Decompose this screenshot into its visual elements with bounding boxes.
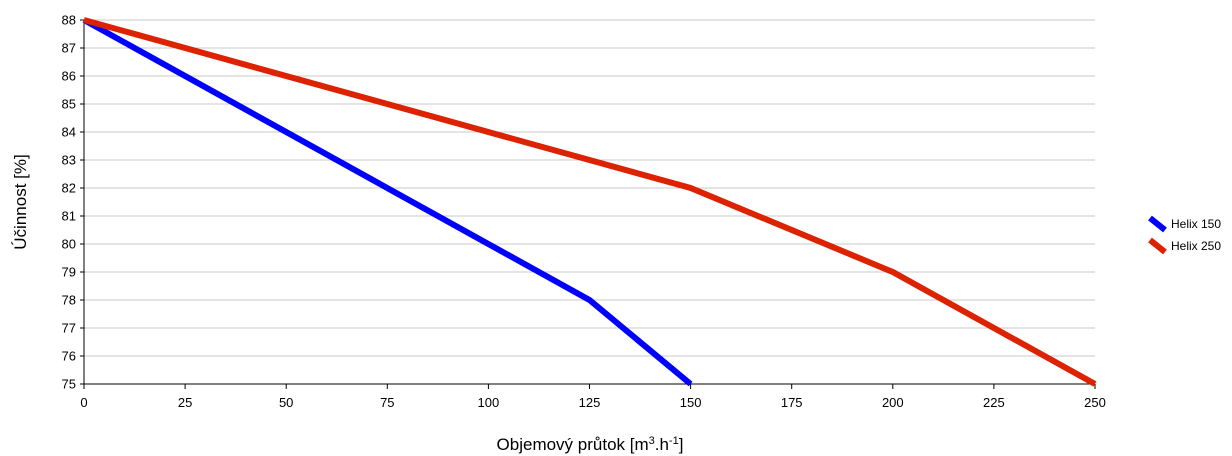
y-tick-label: 85 (62, 97, 76, 112)
legend-label-1: Helix 150 (1171, 217, 1221, 231)
y-tick-label: 78 (62, 293, 76, 308)
x-tick-label: 100 (478, 395, 500, 410)
y-axis-title: Účinnost [%] (11, 154, 30, 249)
y-tick-label: 87 (62, 41, 76, 56)
x-tick-label: 25 (178, 395, 192, 410)
legend-swatch-2 (1148, 237, 1167, 255)
x-tick-label: 175 (781, 395, 803, 410)
x-axis-title-main: Objemový průtok [m (497, 435, 649, 454)
x-tick-label: 75 (380, 395, 394, 410)
y-tick-label: 86 (62, 69, 76, 84)
y-tick-label: 82 (62, 181, 76, 196)
x-tick-label: 0 (80, 395, 87, 410)
x-axis-title-mid: .h (655, 435, 669, 454)
y-tick-label: 83 (62, 153, 76, 168)
x-axis-title-sup1: 3 (649, 435, 655, 447)
x-tick-label: 150 (680, 395, 702, 410)
legend: Helix 150 Helix 250 (1148, 215, 1221, 255)
legend-label-2: Helix 250 (1171, 239, 1221, 253)
y-axis-ticks: 75 76 77 78 79 80 81 82 83 84 85 86 87 88 (62, 13, 84, 392)
y-tick-label: 81 (62, 209, 76, 224)
x-tick-label: 200 (882, 395, 904, 410)
x-axis-title: Objemový průtok [m3.h-1] (497, 435, 684, 454)
x-axis-title-sup2: -1 (669, 435, 679, 447)
series-lines (82, 17, 1097, 387)
y-tick-label: 76 (62, 349, 76, 364)
y-tick-label: 79 (62, 265, 76, 280)
y-tick-label: 77 (62, 321, 76, 336)
y-tick-label: 88 (62, 13, 76, 28)
x-tick-label: 50 (279, 395, 293, 410)
grid-lines (84, 19, 1095, 385)
x-tick-label: 250 (1084, 395, 1106, 410)
y-tick-label: 75 (62, 377, 76, 392)
legend-swatch-1 (1148, 215, 1167, 233)
x-axis-title-end: ] (679, 435, 684, 454)
x-axis-ticks: 0 25 50 75 100 125 150 175 200 225 250 (80, 384, 1106, 410)
series-line-2 (83, 17, 1097, 387)
x-tick-label: 225 (983, 395, 1005, 410)
y-tick-label: 84 (62, 125, 76, 140)
x-tick-label: 125 (579, 395, 601, 410)
y-tick-label: 80 (62, 237, 76, 252)
series-line-1 (82, 17, 693, 387)
